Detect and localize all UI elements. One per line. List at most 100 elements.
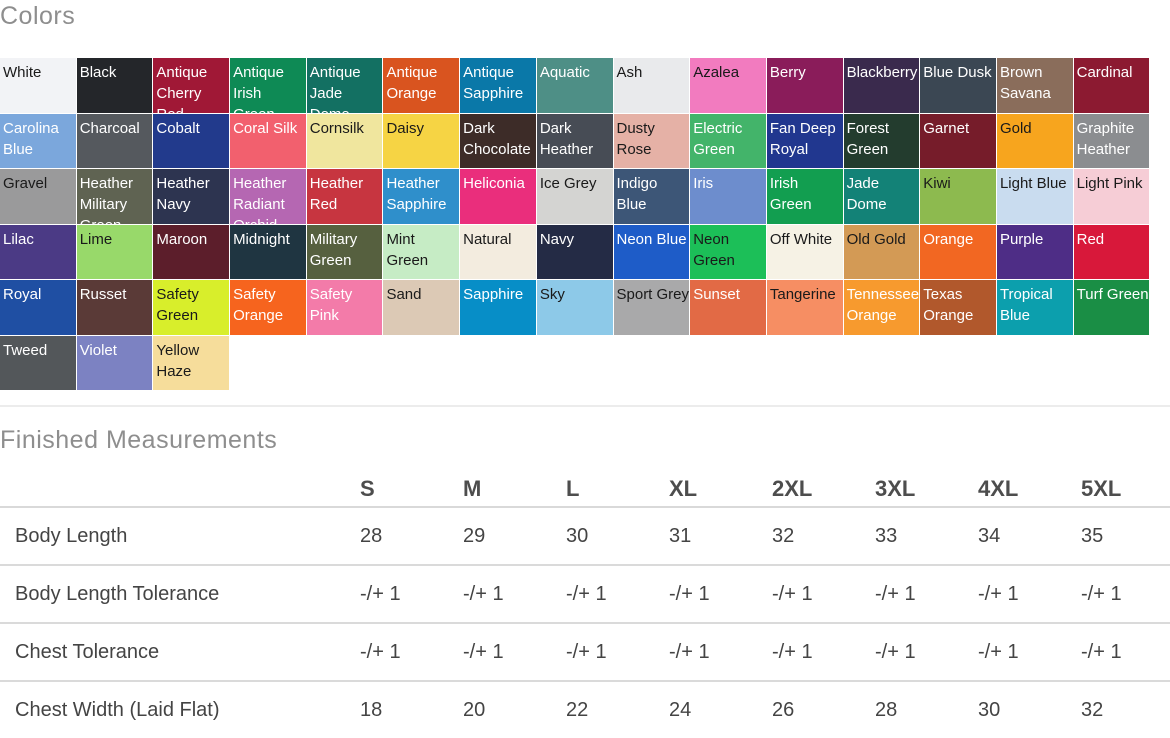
color-swatch-kiwi[interactable]: Kiwi <box>920 169 997 225</box>
swatch-label: Indigo Blue <box>616 175 658 213</box>
color-swatch-tropical-blue[interactable]: Tropical Blue <box>996 280 1074 336</box>
swatch-label: Heather Red <box>309 175 364 213</box>
color-swatch-antique-orange[interactable]: Antique Orange <box>383 58 461 114</box>
color-swatch-blue-dusk[interactable]: Blue Dusk <box>920 58 997 114</box>
color-swatch-white[interactable]: White <box>0 58 77 114</box>
color-swatch-navy[interactable]: Navy <box>536 224 614 280</box>
swatch-label: Ice Grey <box>539 175 597 192</box>
color-swatch-antique-cherry-red[interactable]: Antique Cherry Red <box>153 58 231 114</box>
size-header: L <box>552 472 655 508</box>
color-swatch-safety-orange[interactable]: Safety Orange <box>230 280 307 336</box>
color-swatch-aquatic[interactable]: Aquatic <box>536 58 614 114</box>
color-swatch-garnet[interactable]: Garnet <box>920 113 997 169</box>
color-swatch-tennessee-orange[interactable]: Tennessee Orange <box>843 280 921 336</box>
color-swatch-charcoal[interactable]: Charcoal <box>76 113 154 169</box>
size-header: 5XL <box>1067 472 1170 508</box>
table-row: Chest Width (Laid Flat) 18 20 22 24 26 2… <box>0 681 1170 738</box>
color-swatch-lime[interactable]: Lime <box>76 224 154 280</box>
measurement-cell: -/+ 1 <box>964 565 1067 624</box>
color-swatch-purple[interactable]: Purple <box>996 224 1074 280</box>
color-swatch-gravel[interactable]: Gravel <box>0 169 77 225</box>
color-swatch-antique-jade-dome[interactable]: Antique Jade Dome <box>306 58 384 114</box>
color-swatch-russet[interactable]: Russet <box>76 280 154 336</box>
color-swatch-cardinal[interactable]: Cardinal <box>1073 58 1151 114</box>
swatch-label: Lilac <box>3 230 34 248</box>
color-swatch-dusty-rose[interactable]: Dusty Rose <box>613 113 691 169</box>
color-swatch-violet[interactable]: Violet <box>76 335 154 391</box>
color-swatch-indigo-blue[interactable]: Indigo Blue <box>613 169 691 225</box>
color-swatch-yellow-haze[interactable]: Yellow Haze <box>153 335 231 391</box>
color-swatch-military-green[interactable]: Military Green <box>306 224 384 280</box>
color-swatch-iris[interactable]: Iris <box>690 169 767 225</box>
color-swatch-tangerine[interactable]: Tangerine <box>766 280 844 336</box>
color-swatch-azalea[interactable]: Azalea <box>690 58 767 114</box>
color-swatch-electric-green[interactable]: Electric Green <box>690 113 767 169</box>
color-swatch-turf-green[interactable]: Turf Green <box>1073 280 1151 336</box>
color-swatch-sport-grey[interactable]: Sport Grey <box>613 280 691 336</box>
swatch-label: Coral Silk <box>233 119 298 137</box>
color-swatch-fan-deep-royal[interactable]: Fan Deep Royal <box>766 113 844 169</box>
color-swatch-heather-red[interactable]: Heather Red <box>306 169 384 225</box>
color-swatch-neon-blue[interactable]: Neon Blue <box>613 224 691 280</box>
swatch-label: Cornsilk <box>309 119 364 137</box>
color-swatch-texas-orange[interactable]: Texas Orange <box>920 280 997 336</box>
color-swatch-berry[interactable]: Berry <box>766 58 844 114</box>
color-swatch-sunset[interactable]: Sunset <box>690 280 767 336</box>
color-swatch-coral-silk[interactable]: Coral Silk <box>230 113 307 169</box>
color-swatch-black[interactable]: Black <box>76 58 154 114</box>
color-swatch-lilac[interactable]: Lilac <box>0 224 77 280</box>
color-swatch-safety-pink[interactable]: Safety Pink <box>306 280 384 336</box>
color-swatch-heliconia[interactable]: Heliconia <box>460 169 537 225</box>
color-swatch-dark-heather[interactable]: Dark Heather <box>536 113 614 169</box>
color-swatch-orange[interactable]: Orange <box>920 224 997 280</box>
color-swatch-antique-irish-green[interactable]: Antique Irish Green <box>230 58 307 114</box>
color-swatch-cobalt[interactable]: Cobalt <box>153 113 231 169</box>
color-swatch-heather-radiant-orchid[interactable]: Heather Radiant Orchid <box>230 169 307 225</box>
color-swatch-ice-grey[interactable]: Ice Grey <box>536 169 614 225</box>
measurement-cell: 28 <box>346 507 449 566</box>
swatch-label: Safety Green <box>156 286 199 324</box>
color-swatch-natural[interactable]: Natural <box>460 224 537 280</box>
color-swatch-sapphire[interactable]: Sapphire <box>460 280 537 336</box>
swatch-label: Ash <box>616 64 643 81</box>
color-swatch-sky[interactable]: Sky <box>536 280 614 336</box>
color-swatch-midnight[interactable]: Midnight <box>230 224 307 280</box>
color-swatch-off-white[interactable]: Off White <box>766 224 844 280</box>
color-swatch-heather-navy[interactable]: Heather Navy <box>153 169 231 225</box>
swatch-label: Garnet <box>923 119 970 137</box>
color-swatch-heather-military-green[interactable]: Heather Military Green <box>76 169 154 225</box>
color-swatch-mint-green[interactable]: Mint Green <box>383 224 461 280</box>
color-swatch-safety-green[interactable]: Safety Green <box>153 280 231 336</box>
color-swatch-heather-sapphire[interactable]: Heather Sapphire <box>383 169 461 225</box>
color-swatch-brown-savana[interactable]: Brown Savana <box>996 58 1074 114</box>
color-swatch-royal[interactable]: Royal <box>0 280 77 336</box>
color-swatch-blackberry[interactable]: Blackberry <box>843 58 921 114</box>
swatch-label: Antique Irish Green <box>233 64 284 113</box>
color-swatch-antique-sapphire[interactable]: Antique Sapphire <box>460 58 537 114</box>
color-swatch-irish-green[interactable]: Irish Green <box>766 169 844 225</box>
color-swatch-gold[interactable]: Gold <box>996 113 1074 169</box>
color-swatch-daisy[interactable]: Daisy <box>383 113 461 169</box>
color-swatch-jade-dome[interactable]: Jade Dome <box>843 169 921 225</box>
color-swatch-carolina-blue[interactable]: Carolina Blue <box>0 113 77 169</box>
swatch-label: Cobalt <box>156 119 200 137</box>
measurement-cell: -/+ 1 <box>758 623 861 682</box>
color-swatch-cornsilk[interactable]: Cornsilk <box>306 113 384 169</box>
measurement-cell: 28 <box>875 698 898 721</box>
swatch-label: Lime <box>79 230 113 248</box>
color-swatch-dark-chocolate[interactable]: Dark Chocolate <box>460 113 537 169</box>
swatch-label: Dusty Rose <box>616 119 655 158</box>
color-swatch-maroon[interactable]: Maroon <box>153 224 231 280</box>
color-swatch-red[interactable]: Red <box>1073 224 1151 280</box>
color-swatch-neon-green[interactable]: Neon Green <box>690 224 767 280</box>
color-swatch-forest-green[interactable]: Forest Green <box>843 113 921 169</box>
measurement-cell: 30 <box>552 507 655 566</box>
measurement-cell: 29 <box>449 507 552 566</box>
color-swatch-graphite-heather[interactable]: Graphite Heather <box>1073 113 1151 169</box>
color-swatch-old-gold[interactable]: Old Gold <box>843 224 921 280</box>
color-swatch-sand[interactable]: Sand <box>383 280 461 336</box>
color-swatch-light-pink[interactable]: Light Pink <box>1073 169 1151 225</box>
color-swatch-light-blue[interactable]: Light Blue <box>996 169 1074 225</box>
color-swatch-ash[interactable]: Ash <box>613 58 691 114</box>
color-swatch-tweed[interactable]: Tweed <box>0 335 77 391</box>
